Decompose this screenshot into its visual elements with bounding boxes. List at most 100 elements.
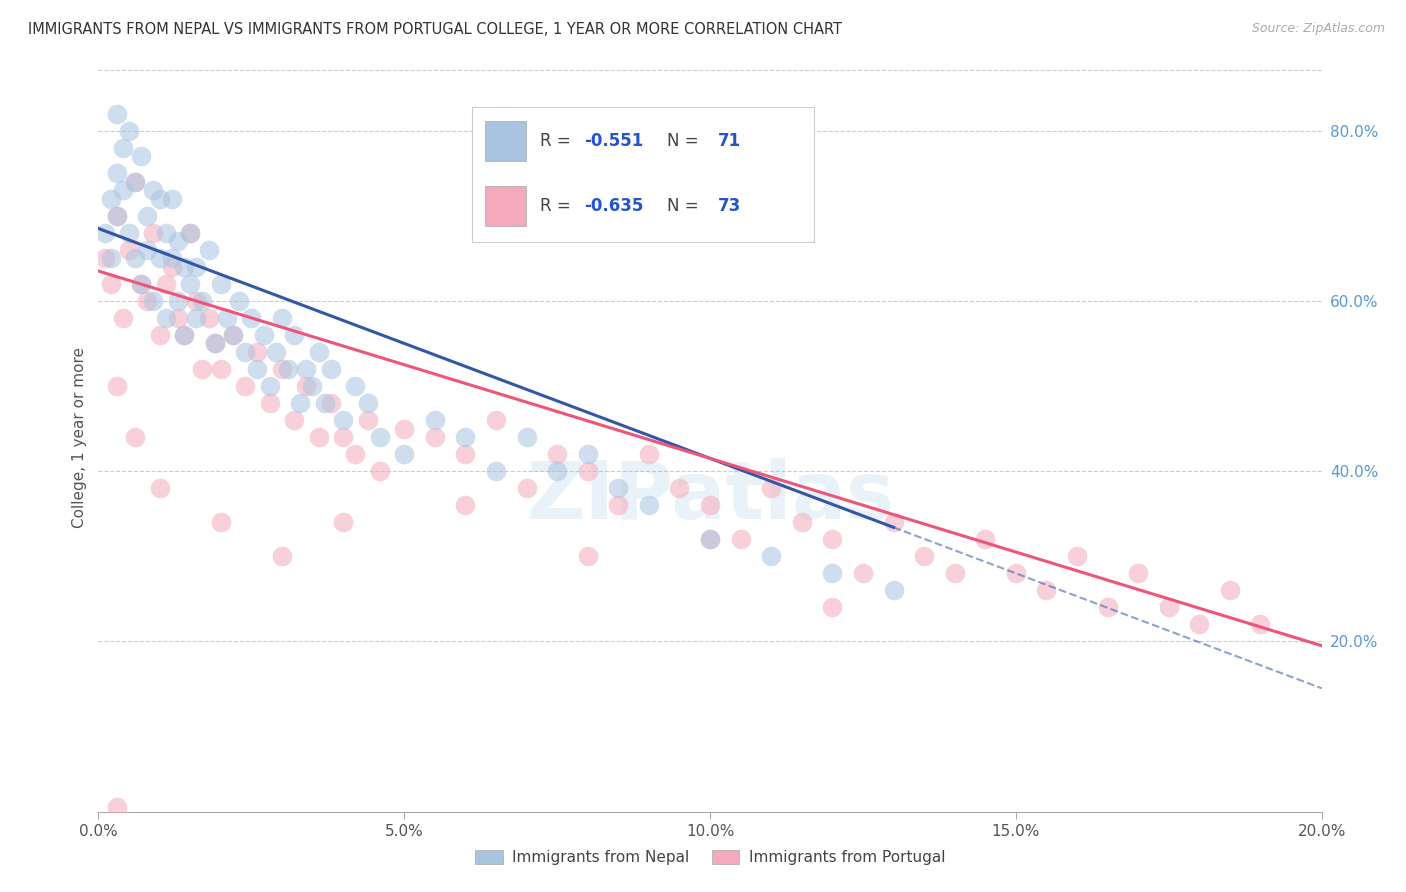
Point: [105, 166, 128, 180]
Point: [344, 379, 367, 393]
Point: [790, 515, 813, 529]
Point: [100, 252, 122, 266]
Point: [136, 293, 159, 308]
Point: [124, 175, 146, 189]
Point: [167, 234, 190, 248]
Point: [295, 362, 318, 376]
Point: [179, 277, 201, 291]
Point: [215, 310, 238, 325]
Point: [197, 310, 219, 325]
Point: [883, 583, 905, 598]
Point: [576, 464, 599, 478]
Point: [93, 226, 115, 240]
Point: [155, 310, 177, 325]
Point: [485, 413, 508, 427]
Point: [637, 498, 661, 512]
Point: [105, 209, 128, 223]
Point: [759, 549, 782, 564]
Point: [607, 481, 630, 495]
Point: [668, 481, 690, 495]
Point: [142, 293, 165, 308]
Point: [197, 243, 219, 257]
Point: [105, 379, 128, 393]
Point: [118, 123, 141, 137]
Point: [149, 481, 172, 495]
Point: [277, 362, 299, 376]
Point: [290, 396, 312, 410]
Point: [454, 430, 477, 444]
Point: [516, 430, 538, 444]
Point: [179, 226, 201, 240]
Point: [149, 192, 172, 206]
Point: [295, 379, 318, 393]
Point: [821, 566, 844, 581]
Point: [283, 327, 305, 342]
Point: [301, 379, 323, 393]
Point: [142, 226, 165, 240]
Point: [332, 515, 354, 529]
Point: [111, 310, 134, 325]
Point: [943, 566, 966, 581]
Point: [270, 549, 292, 564]
Text: ZIPatlas: ZIPatlas: [526, 458, 894, 536]
Point: [100, 192, 122, 206]
Point: [111, 183, 134, 197]
Point: [392, 447, 416, 461]
Point: [1097, 600, 1119, 615]
Point: [160, 192, 183, 206]
Point: [270, 362, 292, 376]
Point: [699, 533, 721, 547]
Point: [204, 336, 226, 351]
Point: [637, 447, 661, 461]
Point: [129, 277, 152, 291]
Point: [142, 183, 165, 197]
Point: [124, 430, 146, 444]
Point: [149, 252, 172, 266]
Point: [173, 327, 195, 342]
Text: IMMIGRANTS FROM NEPAL VS IMMIGRANTS FROM PORTUGAL COLLEGE, 1 YEAR OR MORE CORREL: IMMIGRANTS FROM NEPAL VS IMMIGRANTS FROM…: [28, 22, 842, 37]
Point: [912, 549, 935, 564]
Point: [252, 327, 274, 342]
Point: [454, 498, 477, 512]
Point: [259, 396, 281, 410]
Point: [93, 252, 115, 266]
Point: [173, 260, 195, 274]
Y-axis label: College, 1 year or more: College, 1 year or more: [72, 347, 87, 527]
Point: [100, 277, 122, 291]
Point: [332, 413, 354, 427]
Point: [228, 293, 250, 308]
Point: [308, 345, 330, 359]
Point: [1035, 583, 1057, 598]
Point: [191, 362, 214, 376]
Point: [233, 345, 256, 359]
Point: [516, 481, 538, 495]
Point: [222, 327, 245, 342]
Point: [209, 277, 232, 291]
Point: [1219, 583, 1241, 598]
Point: [344, 447, 367, 461]
Point: [607, 498, 630, 512]
Point: [368, 464, 391, 478]
Point: [259, 379, 281, 393]
Point: [356, 396, 378, 410]
Point: [283, 413, 305, 427]
Point: [136, 209, 159, 223]
Point: [1249, 617, 1271, 632]
Point: [136, 243, 159, 257]
Point: [699, 533, 721, 547]
Point: [852, 566, 875, 581]
Point: [186, 260, 208, 274]
Point: [576, 447, 599, 461]
Point: [356, 413, 378, 427]
Point: [191, 293, 214, 308]
Point: [111, 140, 134, 154]
Point: [332, 430, 354, 444]
Point: [264, 345, 287, 359]
Point: [118, 226, 141, 240]
Point: [821, 533, 844, 547]
Point: [1004, 566, 1026, 581]
Point: [149, 327, 172, 342]
Point: [173, 327, 195, 342]
Point: [155, 226, 177, 240]
Point: [546, 447, 568, 461]
